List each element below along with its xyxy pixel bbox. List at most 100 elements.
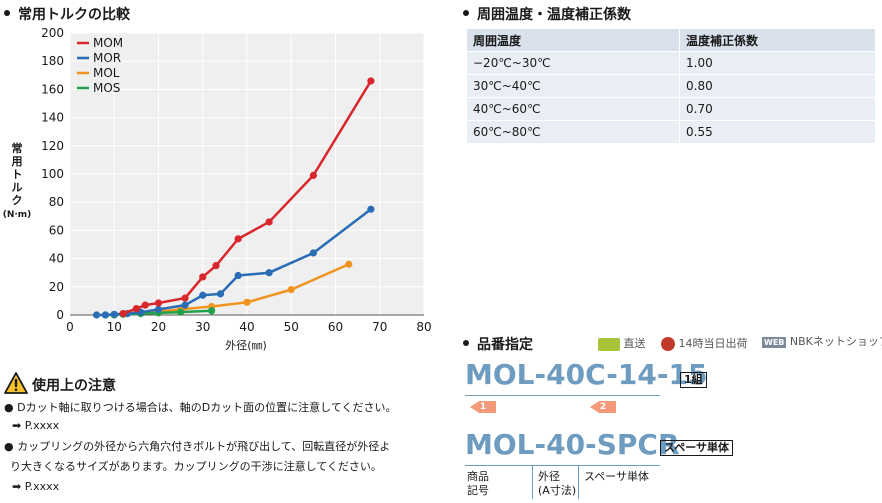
- x-axis-label: 外径(㎜): [225, 339, 267, 352]
- badge-sameday: 14時当日出荷: [661, 335, 748, 351]
- x-tick-label: 80: [416, 320, 431, 334]
- data-point: [367, 205, 375, 213]
- table-row: −20℃~30℃ 1.00: [466, 51, 876, 75]
- temp-cell: −20℃~30℃: [466, 51, 680, 75]
- y-tick-label: 120: [41, 139, 64, 153]
- y-tick-label: 140: [41, 111, 64, 125]
- data-point: [265, 218, 273, 226]
- truck-icon: [598, 337, 620, 351]
- bullet-icon: [4, 10, 10, 16]
- x-tick-label: 40: [239, 320, 254, 334]
- part-number-example: MOL-40C-14-15: [465, 358, 708, 391]
- divider: [465, 465, 660, 466]
- torque-section-title: 常用トルクの比較: [4, 4, 130, 24]
- part-section-title: 品番指定: [463, 334, 533, 354]
- y-label-char: ク: [12, 194, 23, 207]
- table-row: 40℃~60℃ 0.70: [466, 97, 876, 121]
- legend-label: MOM: [93, 36, 123, 50]
- data-point: [177, 308, 185, 316]
- label-product: 商品 記号: [467, 470, 489, 497]
- legend-label: MOR: [93, 51, 121, 65]
- y-label-char: (N·m): [3, 210, 32, 220]
- y-tick-label: 0: [56, 308, 64, 322]
- badge-nbk[interactable]: WEB NBKネットショップ: [762, 335, 882, 348]
- legend-label: MOL: [93, 66, 120, 80]
- caution-text: Dカット軸に取りつける場合は、軸のDカット面の位置に注意してください。: [17, 401, 397, 414]
- data-point: [367, 77, 375, 85]
- caution-text: カップリングの外径から六角穴付きボルトが飛び出して、回転直径が外径よ: [17, 440, 391, 453]
- spacer-box: スペーサ単体: [660, 440, 734, 456]
- y-axis-label: 常用トルク (N·m): [3, 141, 32, 220]
- series-mom: [119, 77, 375, 318]
- y-tick-label: 200: [41, 26, 64, 40]
- series-mor: [92, 205, 375, 319]
- col-header-coef: 温度補正係数: [679, 28, 876, 52]
- tag-1: 1: [470, 401, 496, 413]
- coef-cell: 0.55: [679, 120, 876, 144]
- coef-cell: 0.80: [679, 74, 876, 98]
- table-header-row: 周囲温度 温度補正係数: [466, 28, 876, 52]
- caution-ref-2[interactable]: ➡ P.xxxx: [12, 480, 60, 493]
- data-point: [216, 290, 225, 298]
- y-label-char: ル: [12, 181, 23, 194]
- bullet-icon: [463, 340, 469, 346]
- y-label-char: 用: [12, 155, 23, 168]
- web-icon: WEB: [762, 336, 787, 348]
- x-tick-label: 70: [372, 320, 387, 334]
- temp-cell: 40℃~60℃: [466, 97, 680, 121]
- temp-cell: 30℃~40℃: [466, 74, 680, 98]
- torque-chart: 0 20 40 60 80 100 120 140 160 180 200 0 10 20 30 40 50 60…: [3, 26, 432, 352]
- data-point: [110, 310, 118, 318]
- data-point: [101, 311, 109, 319]
- data-point: [287, 286, 295, 294]
- caution-ref-1[interactable]: ➡ P.xxxx: [12, 419, 60, 432]
- x-tick-label: 20: [151, 320, 166, 334]
- chart-axes: 0 20 40 60 80 100 120 140 160 180 200 0 10 20 30 40 50 60…: [41, 26, 432, 334]
- data-point: [119, 309, 127, 318]
- bullet-icon: [463, 10, 469, 16]
- table-row: 60℃~80℃ 0.55: [466, 120, 876, 144]
- set-box: 1組: [680, 372, 707, 388]
- label-od: 外径 (A寸法): [538, 470, 577, 497]
- divider: [578, 465, 579, 499]
- y-tick-label: 100: [41, 167, 64, 181]
- data-point: [309, 171, 317, 180]
- clock-icon: [661, 337, 675, 351]
- y-tick-label: 60: [49, 223, 64, 237]
- data-point: [243, 298, 251, 306]
- data-point: [212, 262, 220, 270]
- data-point: [141, 301, 149, 309]
- coef-cell: 0.70: [679, 97, 876, 121]
- data-point: [265, 269, 273, 277]
- x-tick-label: 0: [66, 320, 74, 334]
- arrow-right-icon: ➡: [12, 480, 22, 493]
- y-tick-label: 20: [49, 280, 64, 294]
- y-tick-label: 40: [49, 252, 64, 266]
- data-point: [181, 294, 189, 302]
- y-tick-label: 180: [41, 54, 64, 68]
- caution-item-1: ● Dカット軸に取りつける場合は、軸のDカット面の位置に注意してください。: [4, 401, 397, 414]
- x-tick-label: 10: [107, 320, 122, 334]
- table-row: 30℃~40℃ 0.80: [466, 74, 876, 98]
- data-point: [181, 301, 189, 309]
- arrow-right-icon: ➡: [12, 419, 22, 432]
- data-point: [199, 273, 207, 281]
- y-label-char: 常: [12, 141, 23, 155]
- col-header-temp: 周囲温度: [466, 28, 680, 52]
- label-spacer: スペーサ単体: [584, 470, 650, 483]
- x-tick-label: 30: [195, 320, 210, 334]
- y-tick-label: 160: [41, 82, 64, 96]
- y-tick-label: 80: [49, 195, 64, 209]
- part-number-spacer: MOL-40-SPCR: [465, 428, 680, 461]
- data-point: [345, 260, 353, 268]
- x-tick-label: 60: [328, 320, 343, 334]
- legend-label: MOS: [93, 81, 120, 95]
- data-point: [132, 305, 140, 313]
- data-point: [234, 271, 242, 280]
- temp-cell: 60℃~80℃: [466, 120, 680, 144]
- caution-title: 使用上の注意: [32, 378, 116, 394]
- divider: [465, 395, 660, 396]
- y-label-char: ト: [12, 168, 23, 181]
- warning-icon: [4, 372, 28, 394]
- data-point: [309, 249, 317, 257]
